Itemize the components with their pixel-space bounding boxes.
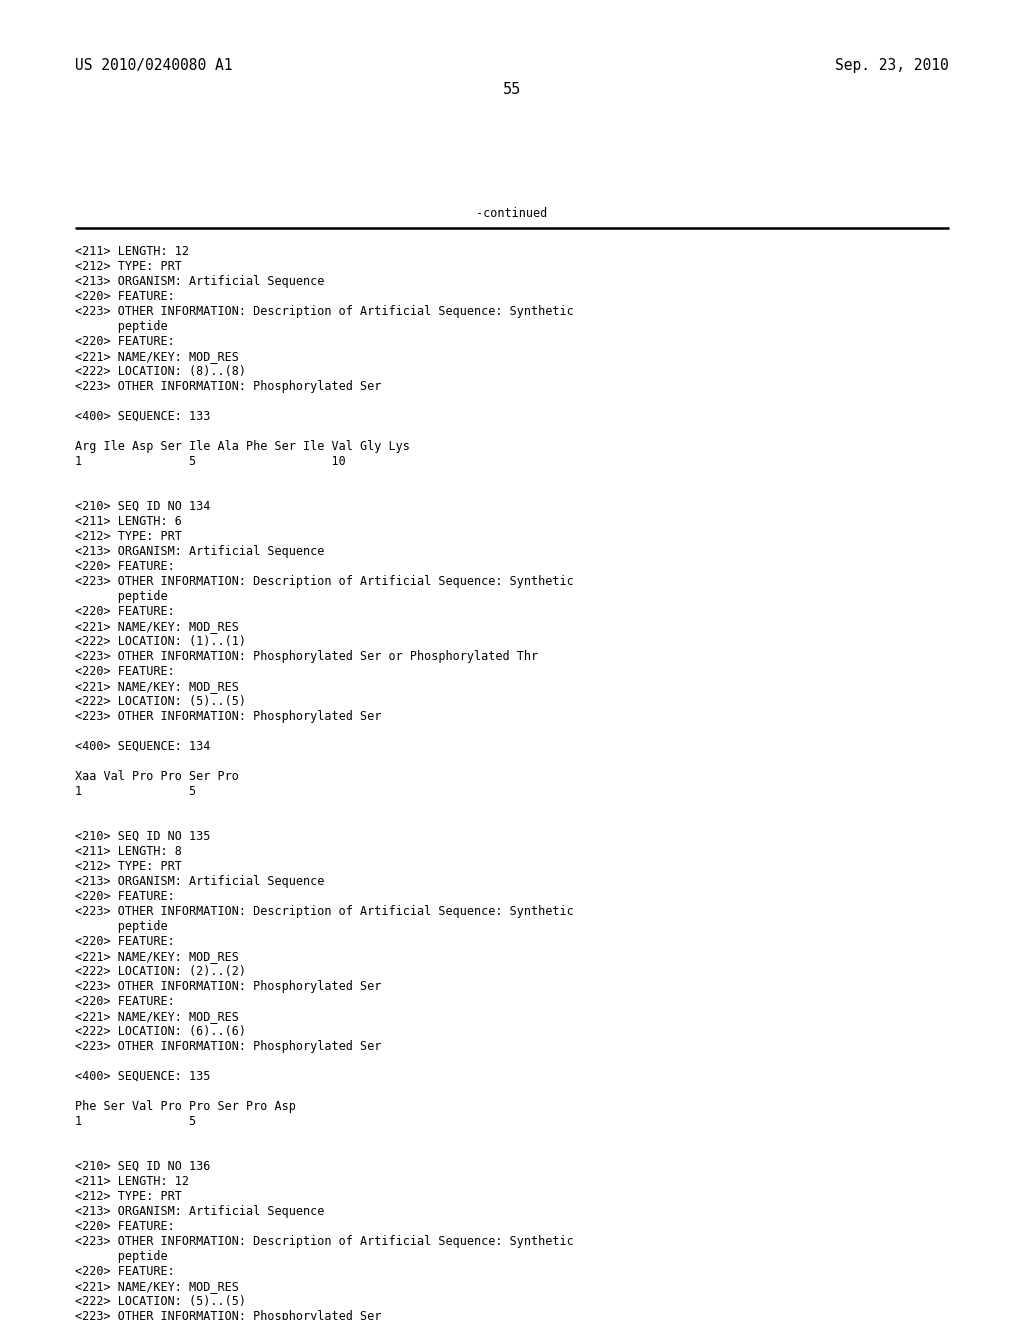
Text: <213> ORGANISM: Artificial Sequence: <213> ORGANISM: Artificial Sequence: [75, 275, 325, 288]
Text: <400> SEQUENCE: 135: <400> SEQUENCE: 135: [75, 1071, 210, 1082]
Text: <221> NAME/KEY: MOD_RES: <221> NAME/KEY: MOD_RES: [75, 1010, 239, 1023]
Text: <210> SEQ ID NO 134: <210> SEQ ID NO 134: [75, 500, 210, 513]
Text: <220> FEATURE:: <220> FEATURE:: [75, 1220, 175, 1233]
Text: <210> SEQ ID NO 136: <210> SEQ ID NO 136: [75, 1160, 210, 1173]
Text: <213> ORGANISM: Artificial Sequence: <213> ORGANISM: Artificial Sequence: [75, 545, 325, 558]
Text: -continued: -continued: [476, 207, 548, 220]
Text: <212> TYPE: PRT: <212> TYPE: PRT: [75, 531, 182, 543]
Text: <221> NAME/KEY: MOD_RES: <221> NAME/KEY: MOD_RES: [75, 950, 239, 964]
Text: peptide: peptide: [75, 590, 168, 603]
Text: <213> ORGANISM: Artificial Sequence: <213> ORGANISM: Artificial Sequence: [75, 875, 325, 888]
Text: <212> TYPE: PRT: <212> TYPE: PRT: [75, 260, 182, 273]
Text: <222> LOCATION: (1)..(1): <222> LOCATION: (1)..(1): [75, 635, 246, 648]
Text: <400> SEQUENCE: 134: <400> SEQUENCE: 134: [75, 741, 210, 752]
Text: <223> OTHER INFORMATION: Phosphorylated Ser: <223> OTHER INFORMATION: Phosphorylated …: [75, 380, 381, 393]
Text: <221> NAME/KEY: MOD_RES: <221> NAME/KEY: MOD_RES: [75, 1280, 239, 1294]
Text: Arg Ile Asp Ser Ile Ala Phe Ser Ile Val Gly Lys: Arg Ile Asp Ser Ile Ala Phe Ser Ile Val …: [75, 440, 410, 453]
Text: <223> OTHER INFORMATION: Phosphorylated Ser: <223> OTHER INFORMATION: Phosphorylated …: [75, 1040, 381, 1053]
Text: <220> FEATURE:: <220> FEATURE:: [75, 335, 175, 348]
Text: <221> NAME/KEY: MOD_RES: <221> NAME/KEY: MOD_RES: [75, 350, 239, 363]
Text: 1               5: 1 5: [75, 785, 197, 799]
Text: <222> LOCATION: (5)..(5): <222> LOCATION: (5)..(5): [75, 696, 246, 708]
Text: <223> OTHER INFORMATION: Description of Artificial Sequence: Synthetic: <223> OTHER INFORMATION: Description of …: [75, 305, 573, 318]
Text: US 2010/0240080 A1: US 2010/0240080 A1: [75, 58, 232, 73]
Text: <220> FEATURE:: <220> FEATURE:: [75, 605, 175, 618]
Text: <221> NAME/KEY: MOD_RES: <221> NAME/KEY: MOD_RES: [75, 620, 239, 634]
Text: <223> OTHER INFORMATION: Phosphorylated Ser: <223> OTHER INFORMATION: Phosphorylated …: [75, 1309, 381, 1320]
Text: <223> OTHER INFORMATION: Description of Artificial Sequence: Synthetic: <223> OTHER INFORMATION: Description of …: [75, 1236, 573, 1247]
Text: <220> FEATURE:: <220> FEATURE:: [75, 560, 175, 573]
Text: <211> LENGTH: 6: <211> LENGTH: 6: [75, 515, 182, 528]
Text: Xaa Val Pro Pro Ser Pro: Xaa Val Pro Pro Ser Pro: [75, 770, 239, 783]
Text: <223> OTHER INFORMATION: Description of Artificial Sequence: Synthetic: <223> OTHER INFORMATION: Description of …: [75, 576, 573, 587]
Text: <220> FEATURE:: <220> FEATURE:: [75, 935, 175, 948]
Text: <223> OTHER INFORMATION: Phosphorylated Ser: <223> OTHER INFORMATION: Phosphorylated …: [75, 979, 381, 993]
Text: <210> SEQ ID NO 135: <210> SEQ ID NO 135: [75, 830, 210, 843]
Text: <222> LOCATION: (2)..(2): <222> LOCATION: (2)..(2): [75, 965, 246, 978]
Text: peptide: peptide: [75, 1250, 168, 1263]
Text: <400> SEQUENCE: 133: <400> SEQUENCE: 133: [75, 411, 210, 422]
Text: <212> TYPE: PRT: <212> TYPE: PRT: [75, 1191, 182, 1203]
Text: Phe Ser Val Pro Pro Ser Pro Asp: Phe Ser Val Pro Pro Ser Pro Asp: [75, 1100, 296, 1113]
Text: <220> FEATURE:: <220> FEATURE:: [75, 995, 175, 1008]
Text: <211> LENGTH: 12: <211> LENGTH: 12: [75, 246, 189, 257]
Text: <221> NAME/KEY: MOD_RES: <221> NAME/KEY: MOD_RES: [75, 680, 239, 693]
Text: peptide: peptide: [75, 319, 168, 333]
Text: <220> FEATURE:: <220> FEATURE:: [75, 890, 175, 903]
Text: <211> LENGTH: 8: <211> LENGTH: 8: [75, 845, 182, 858]
Text: <222> LOCATION: (8)..(8): <222> LOCATION: (8)..(8): [75, 366, 246, 378]
Text: <223> OTHER INFORMATION: Phosphorylated Ser or Phosphorylated Thr: <223> OTHER INFORMATION: Phosphorylated …: [75, 649, 539, 663]
Text: <223> OTHER INFORMATION: Phosphorylated Ser: <223> OTHER INFORMATION: Phosphorylated …: [75, 710, 381, 723]
Text: <222> LOCATION: (5)..(5): <222> LOCATION: (5)..(5): [75, 1295, 246, 1308]
Text: peptide: peptide: [75, 920, 168, 933]
Text: <220> FEATURE:: <220> FEATURE:: [75, 1265, 175, 1278]
Text: <213> ORGANISM: Artificial Sequence: <213> ORGANISM: Artificial Sequence: [75, 1205, 325, 1218]
Text: <220> FEATURE:: <220> FEATURE:: [75, 665, 175, 678]
Text: <223> OTHER INFORMATION: Description of Artificial Sequence: Synthetic: <223> OTHER INFORMATION: Description of …: [75, 906, 573, 917]
Text: 1               5: 1 5: [75, 1115, 197, 1129]
Text: 1               5                   10: 1 5 10: [75, 455, 346, 469]
Text: <212> TYPE: PRT: <212> TYPE: PRT: [75, 861, 182, 873]
Text: <222> LOCATION: (6)..(6): <222> LOCATION: (6)..(6): [75, 1026, 246, 1038]
Text: <211> LENGTH: 12: <211> LENGTH: 12: [75, 1175, 189, 1188]
Text: <220> FEATURE:: <220> FEATURE:: [75, 290, 175, 304]
Text: 55: 55: [503, 82, 521, 96]
Text: Sep. 23, 2010: Sep. 23, 2010: [836, 58, 949, 73]
